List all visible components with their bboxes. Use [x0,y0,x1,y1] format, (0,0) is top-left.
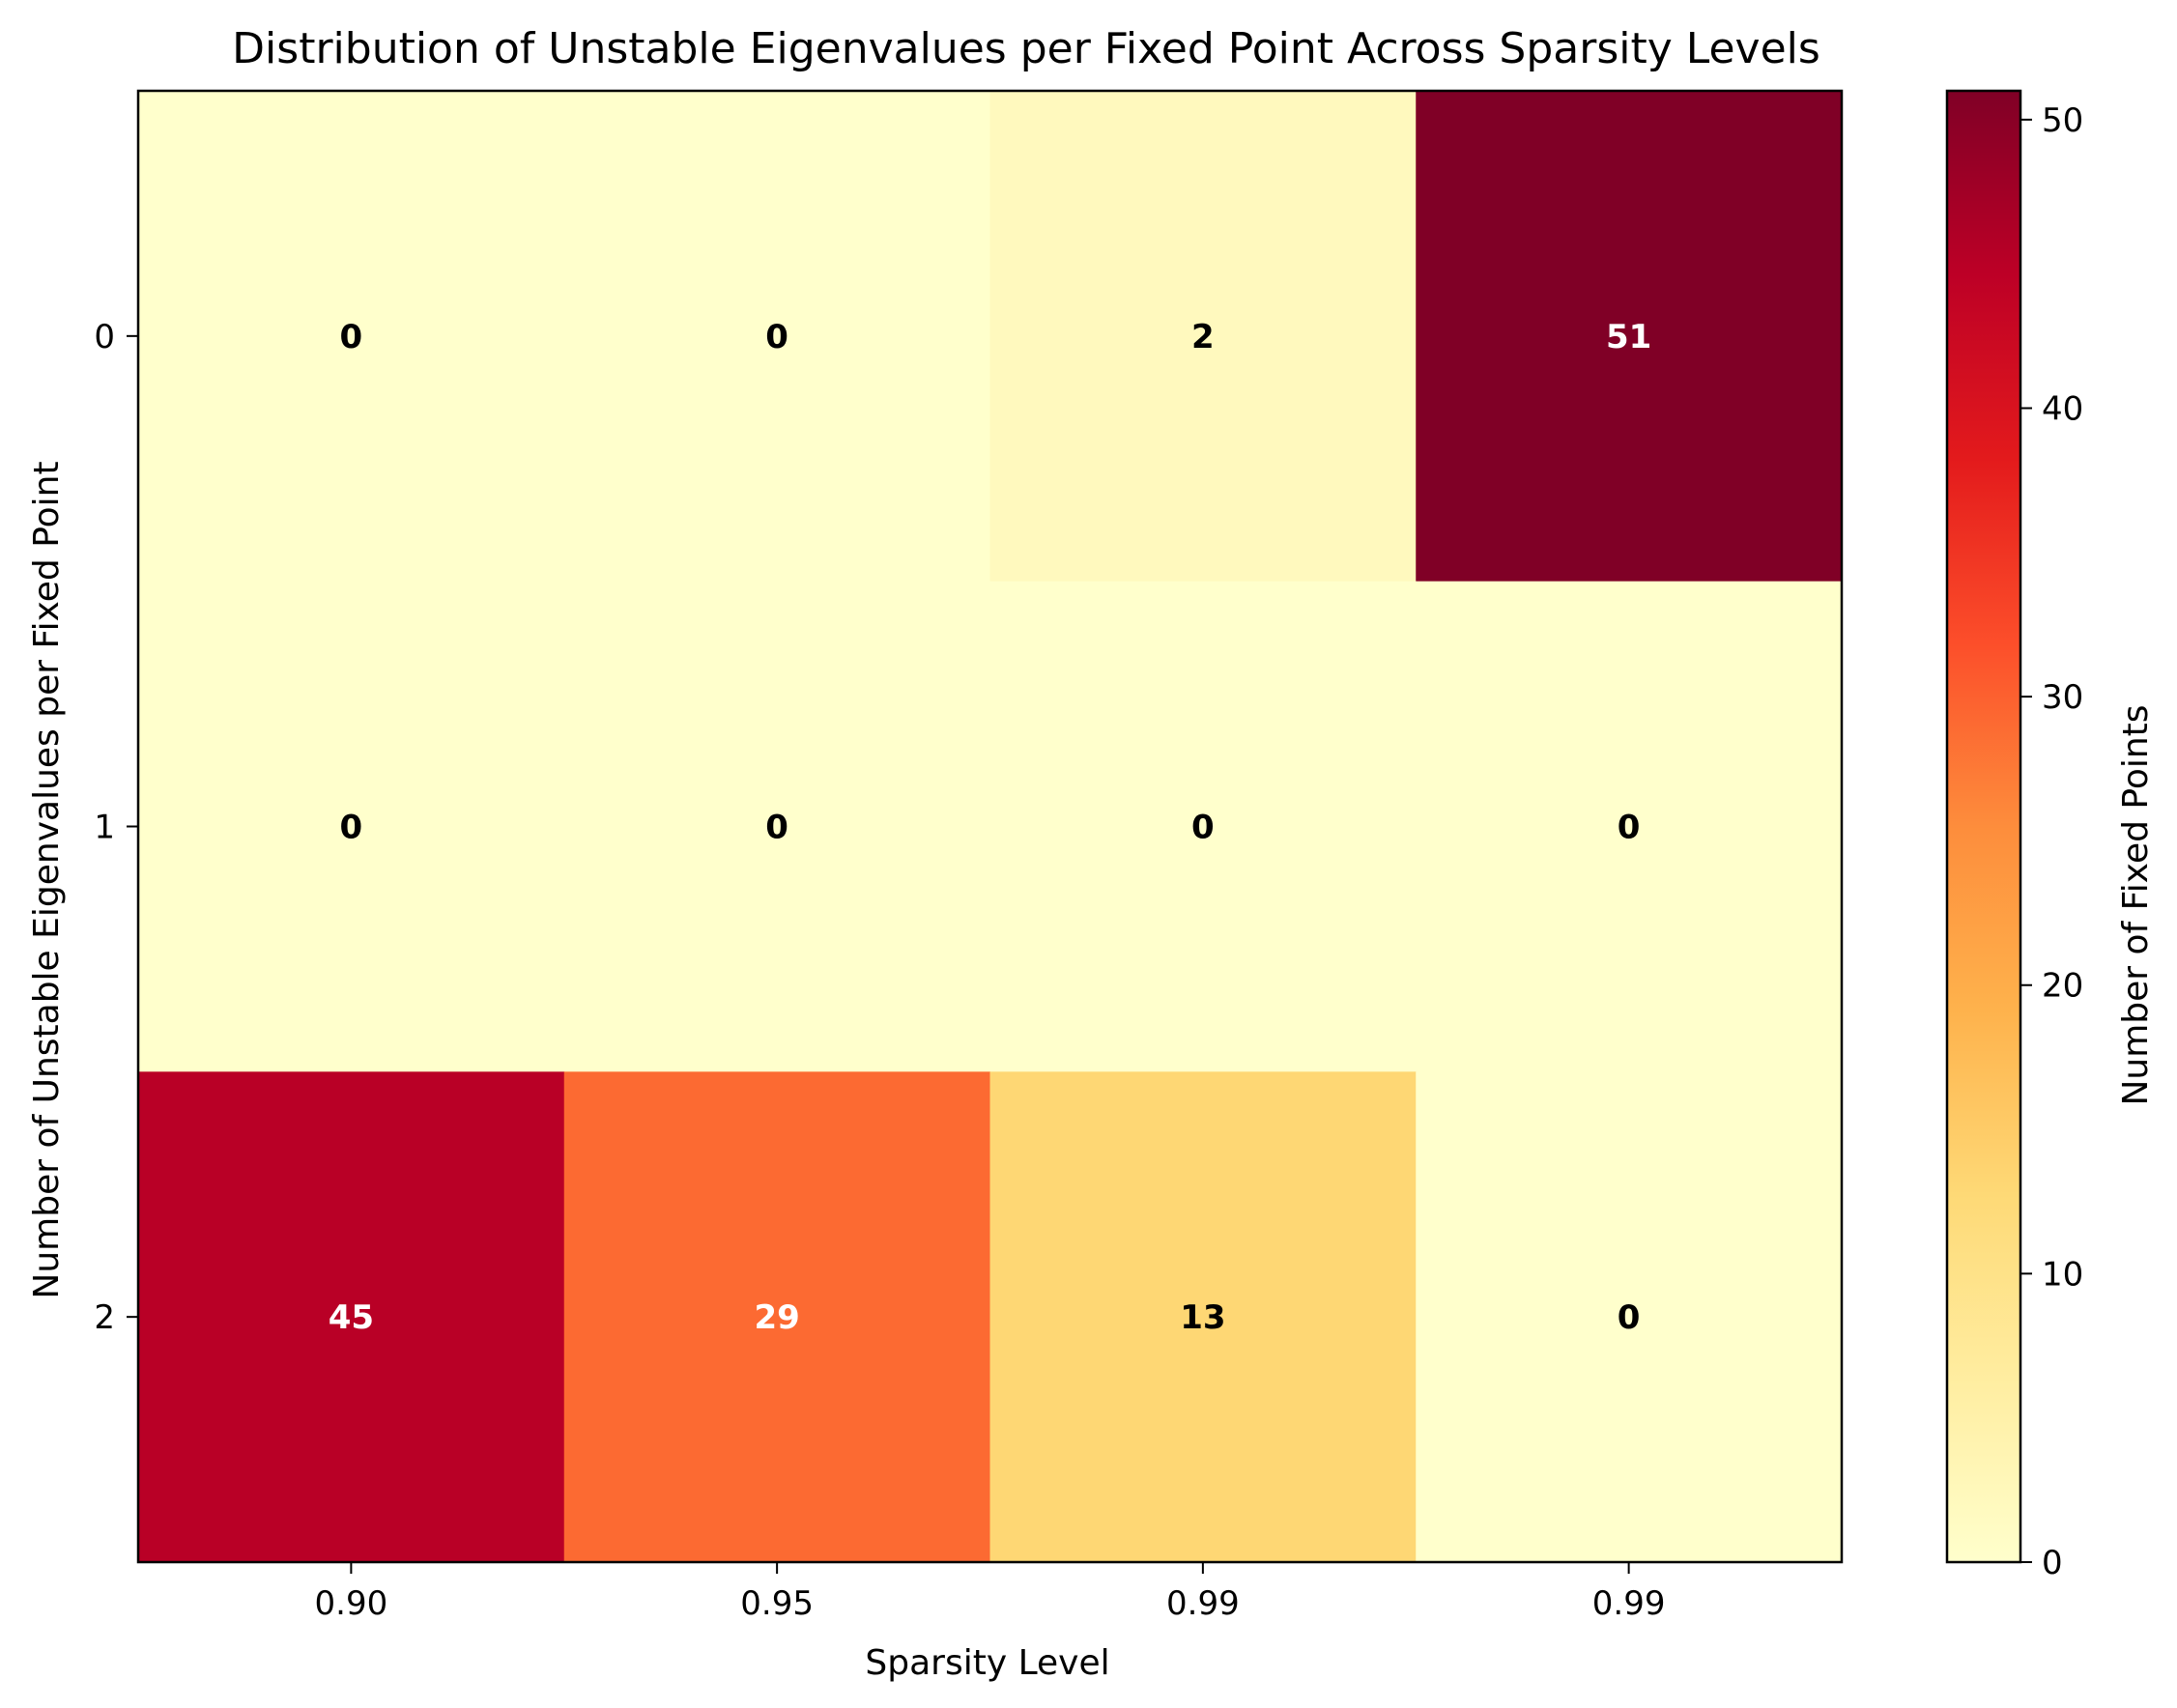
cell-value-label: 0 [765,318,788,356]
cell-value-label: 2 [1191,318,1215,356]
heatmap-cell [563,1071,990,1563]
colorbar-tick-label: 10 [2042,1255,2083,1294]
heatmap-cell [138,91,565,583]
heatmap-cell [563,581,990,1072]
x-axis-label: Sparsity Level [865,1643,1109,1683]
y-tick-label: 2 [94,1298,115,1337]
colorbar-tick-label: 40 [2042,389,2083,428]
colorbar-label: Number of Fixed Points [2116,704,2156,1105]
colorbar [1945,89,2022,1564]
chart-title: Distribution of Unstable Eigenvalues per… [232,24,1820,73]
colorbar-tick-label: 20 [2042,967,2083,1006]
cell-value-label: 45 [329,1298,374,1337]
cell-value-label: 13 [1180,1298,1225,1337]
cell-value-label: 0 [1618,809,1641,847]
heatmap-cell [138,1071,565,1563]
colorbar-ticks: 0 10 20 30 40 50 [2020,101,2083,1582]
x-tick-label: 0.99 [1166,1584,1240,1623]
cell-value-label: 29 [754,1298,799,1337]
cell-value-label: 0 [340,318,363,356]
colorbar-tick-label: 50 [2042,101,2083,140]
heatmap-cell [563,91,990,583]
y-tick-label: 0 [94,318,115,356]
x-tick-label: 0.90 [315,1584,388,1623]
heatmap-cell [1416,581,1843,1072]
x-axis-ticks: 0.90 0.95 0.99 0.99 [315,1562,1666,1623]
heatmap-cell [138,581,565,1072]
heatmap-cells [138,91,1843,1563]
y-tick-label: 1 [94,809,115,847]
heatmap-cell [989,581,1417,1072]
heatmap-cell [1416,1071,1843,1563]
cell-value-labels: 0 0 2 51 0 0 0 0 45 29 13 0 [329,318,1652,1337]
colorbar-tick-label: 30 [2042,678,2083,717]
cell-value-label: 0 [1618,1298,1641,1337]
y-axis-ticks: 0 1 2 [94,318,138,1337]
cell-value-label: 0 [340,809,363,847]
cell-value-label: 51 [1606,318,1651,356]
heatmap-cell [989,1071,1417,1563]
x-tick-label: 0.99 [1592,1584,1666,1623]
y-axis-label: Number of Unstable Eigenvalues per Fixed… [27,461,67,1298]
x-tick-label: 0.95 [740,1584,814,1623]
cell-value-label: 0 [765,809,788,847]
heatmap-cell [989,91,1417,583]
cell-value-label: 0 [1191,809,1215,847]
colorbar-tick-label: 0 [2042,1544,2063,1582]
heatmap-cell [1416,91,1843,583]
